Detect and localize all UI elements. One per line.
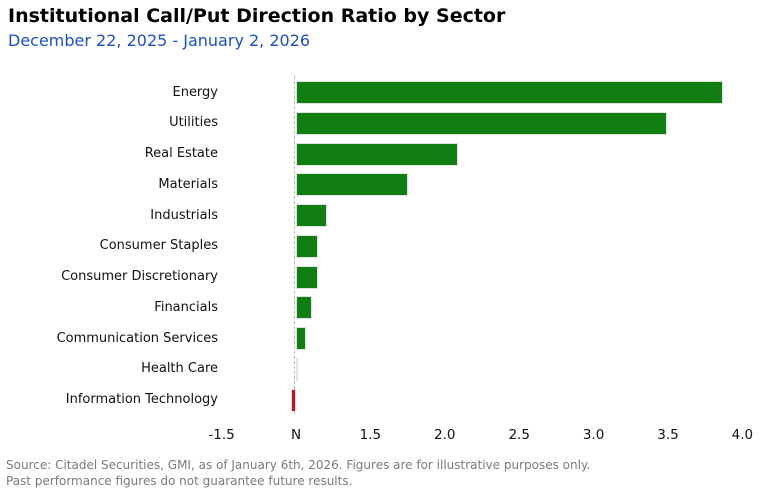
zero-gridline [294,76,295,414]
category-label-industrials: Industrials [150,207,218,223]
bar-consumer-discretionary [296,265,318,289]
x-tick-label-30: 3.0 [582,427,605,443]
bar-industrials [296,204,327,227]
bar-communication-services [296,327,306,350]
category-label-materials: Materials [158,176,218,192]
category-label-real-estate: Real Estate [144,146,218,161]
category-label-communication-services: Communication Services [56,330,218,346]
x-tick-label-15: 1.5 [359,427,382,443]
category-label-financials: Financials [154,299,218,315]
category-label-information-technology: Information Technology [65,392,218,407]
x-tick-label-25: 2.5 [508,427,530,443]
x-tick-label-40: 4.0 [731,427,754,443]
category-label-consumer-staples: Consumer Staples [99,238,218,254]
x-tick-label--15: -1.5 [208,427,235,443]
bar-health-care [296,357,298,381]
bar-utilities [296,111,667,135]
bar-information-technology [290,388,296,412]
x-tick-label-N: N [290,427,302,443]
bar-real-estate [296,142,459,166]
category-label-health-care: Health Care [141,361,218,377]
source-note-line2: Past performance figures do not guarante… [6,474,353,488]
x-tick-label-35: 3.5 [657,427,679,443]
category-label-energy: Energy [172,84,218,100]
category-label-utilities: Utilities [169,115,218,131]
chart-subtitle: December 22, 2025 - January 2, 2026 [8,31,311,50]
bar-consumer-staples [296,234,319,258]
bar-energy [296,81,724,104]
source-note-line1: Source: Citadel Securities, GMI, as of J… [6,458,591,472]
plot-area: Energy Utilities Real Estate Materials Indus… [0,70,766,443]
bar-financials [296,296,312,320]
chart-title: Institutional Call/Put Direction Ratio b… [8,5,506,27]
bar-materials [296,173,408,197]
category-label-consumer-discretionary: Consumer Discretionary [61,269,218,284]
x-tick-label-20: 2.0 [434,427,456,443]
